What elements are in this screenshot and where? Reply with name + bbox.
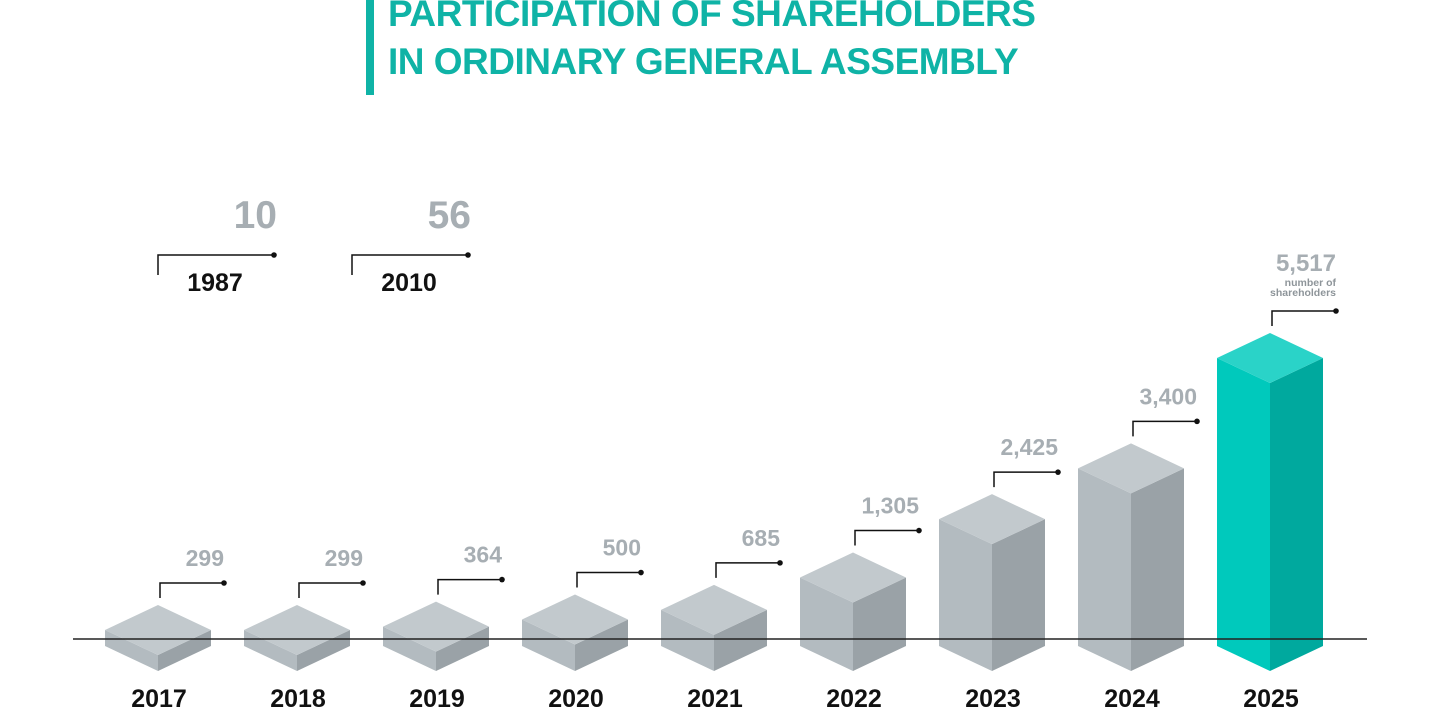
value-note-number-of: number of (1285, 277, 1337, 289)
bar-side-face-2024 (1131, 468, 1184, 671)
value-labels: 299 299 364 500 685 1,305 2,425 3,400 5,517numbe… (159, 250, 1339, 598)
leader-dot-2019 (499, 576, 505, 583)
bar-front-face-2022 (800, 577, 853, 671)
historical-year-1987: 1987 (187, 269, 243, 297)
leader-line-2024 (1132, 420, 1197, 437)
bar-front-face-2025 (1217, 358, 1270, 671)
historical-value-1987: 10 (234, 194, 277, 237)
historical-leader-dot-1987 (271, 252, 277, 258)
bar-2024 (1078, 443, 1184, 671)
bar-series (105, 333, 1323, 671)
leader-line-2023 (993, 471, 1058, 488)
bar-2022 (800, 552, 906, 671)
bar-side-face-2022 (853, 577, 906, 671)
historical-value-2010: 56 (428, 194, 471, 237)
bar-side-face-2020 (575, 619, 628, 671)
title-line-2: IN ORDINARY GENERAL ASSEMBLY (388, 41, 1019, 82)
leader-dot-2018 (360, 580, 366, 586)
value-label-2020: 500 (603, 535, 641, 561)
year-label-2022: 2022 (826, 685, 882, 710)
year-labels: 2017 2018 2019 2020 2021 2022 2023 2024 2025 (131, 685, 1299, 710)
bar-side-face-2025 (1270, 358, 1323, 671)
year-label-2025: 2025 (1243, 685, 1299, 710)
leader-dot-2022 (916, 527, 922, 534)
leader-dot-2025 (1333, 308, 1339, 314)
leader-line-2020 (576, 571, 641, 588)
bar-front-face-2019 (383, 626, 436, 671)
bar-side-face-2021 (714, 609, 767, 671)
historical-leader-line-2010 (351, 254, 468, 275)
bar-top-face-2018 (244, 605, 350, 655)
year-label-2024: 2024 (1104, 685, 1160, 710)
bar-2023 (939, 494, 1045, 671)
bar-front-face-2018 (244, 630, 297, 671)
bar-side-face-2019 (436, 626, 489, 671)
bar-front-face-2021 (661, 609, 714, 671)
year-label-2020: 2020 (548, 685, 604, 710)
bar-side-face-2017 (158, 630, 211, 671)
leader-dot-2020 (638, 569, 644, 576)
bar-2017 (105, 605, 211, 671)
leader-line-2019 (437, 578, 502, 595)
bar-top-face-2017 (105, 605, 211, 655)
historical-values: 10 1987 56 2010 (157, 194, 471, 297)
value-label-2021: 685 (742, 525, 781, 551)
title-line-1: PARTICIPATION OF SHAREHOLDERS (388, 0, 1036, 34)
bar-2021 (661, 584, 767, 671)
bar-top-face-2025 (1217, 333, 1323, 383)
historical-leader-line-1987 (157, 254, 274, 275)
bar-top-face-2023 (939, 494, 1045, 545)
historical-year-2010: 2010 (381, 269, 437, 297)
value-label-2017: 299 (186, 545, 224, 571)
leader-line-2021 (715, 562, 780, 578)
bar-2025 (1217, 333, 1323, 671)
value-label-2018: 299 (325, 545, 363, 571)
leader-dot-2017 (221, 580, 227, 586)
bar-2019 (383, 601, 489, 671)
bar-top-face-2022 (800, 552, 906, 603)
value-label-2022: 1,305 (861, 493, 919, 519)
bar-2018 (244, 605, 350, 671)
year-label-2019: 2019 (409, 685, 465, 710)
bar-side-face-2018 (297, 630, 350, 671)
leader-line-2017 (159, 582, 224, 598)
year-label-2017: 2017 (131, 685, 187, 710)
bar-front-face-2017 (105, 630, 158, 671)
bar-side-face-2023 (992, 519, 1045, 671)
title-accent-bar (366, 0, 374, 95)
bar-top-face-2021 (661, 584, 767, 635)
historical-leader-dot-2010 (465, 252, 471, 258)
leader-dot-2023 (1055, 469, 1061, 475)
year-label-2021: 2021 (687, 685, 743, 710)
bar-2020 (522, 594, 628, 671)
value-label-2023: 2,425 (1000, 434, 1058, 460)
leader-line-2025 (1271, 310, 1336, 326)
leader-line-2022 (854, 529, 919, 546)
page-title: PARTICIPATION OF SHAREHOLDERS IN ORDINAR… (388, 0, 1036, 86)
bar-front-face-2020 (522, 619, 575, 671)
leader-dot-2024 (1194, 418, 1200, 425)
leader-line-2018 (298, 582, 363, 598)
bar-top-face-2020 (522, 594, 628, 645)
bar-front-face-2023 (939, 519, 992, 671)
value-label-2019: 364 (464, 542, 503, 568)
bar-front-face-2024 (1078, 468, 1131, 671)
year-label-2018: 2018 (270, 685, 326, 710)
leader-dot-2021 (777, 560, 783, 566)
bar-top-face-2024 (1078, 443, 1184, 494)
value-label-2024: 3,400 (1139, 383, 1197, 409)
value-note-shareholders: shareholders (1270, 287, 1336, 299)
year-label-2023: 2023 (965, 685, 1021, 710)
value-label-2025: 5,517 (1276, 250, 1336, 277)
